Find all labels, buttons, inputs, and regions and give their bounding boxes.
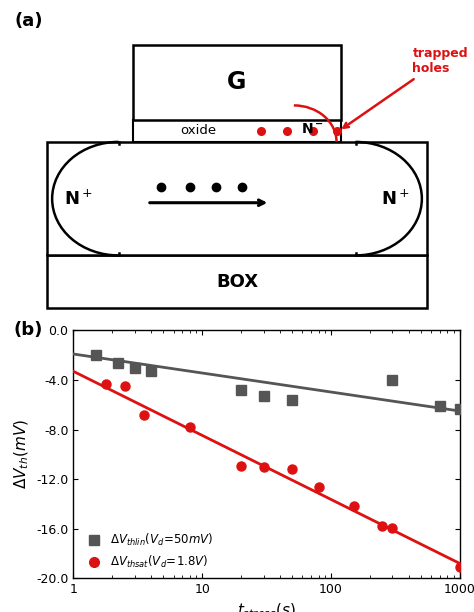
Y-axis label: $\Delta V_{th}(mV)$: $\Delta V_{th}(mV)$ — [12, 419, 31, 490]
Text: $\mathbf{N}^+$: $\mathbf{N}^+$ — [381, 189, 410, 208]
Legend: $\Delta V_{thlin}(V_d\!=\!50mV)$, $\Delta V_{thsat}(V_d\!=\!1.8V)$: $\Delta V_{thlin}(V_d\!=\!50mV)$, $\Delt… — [79, 529, 216, 572]
Bar — [133, 45, 341, 119]
Text: (a): (a) — [14, 12, 43, 30]
Text: G: G — [228, 70, 246, 94]
X-axis label: $t_{stress}(s)$: $t_{stress}(s)$ — [237, 602, 296, 612]
Text: $\mathbf{N}^+$: $\mathbf{N}^+$ — [64, 189, 93, 208]
Text: $\mathbf{N^-}$: $\mathbf{N^-}$ — [301, 122, 324, 136]
Text: trapped
holes: trapped holes — [344, 47, 468, 128]
Bar — [133, 119, 341, 142]
Bar — [47, 142, 427, 255]
Text: oxide: oxide — [180, 124, 216, 138]
Text: BOX: BOX — [216, 273, 258, 291]
Bar — [47, 255, 427, 308]
Text: (b): (b) — [14, 321, 43, 338]
